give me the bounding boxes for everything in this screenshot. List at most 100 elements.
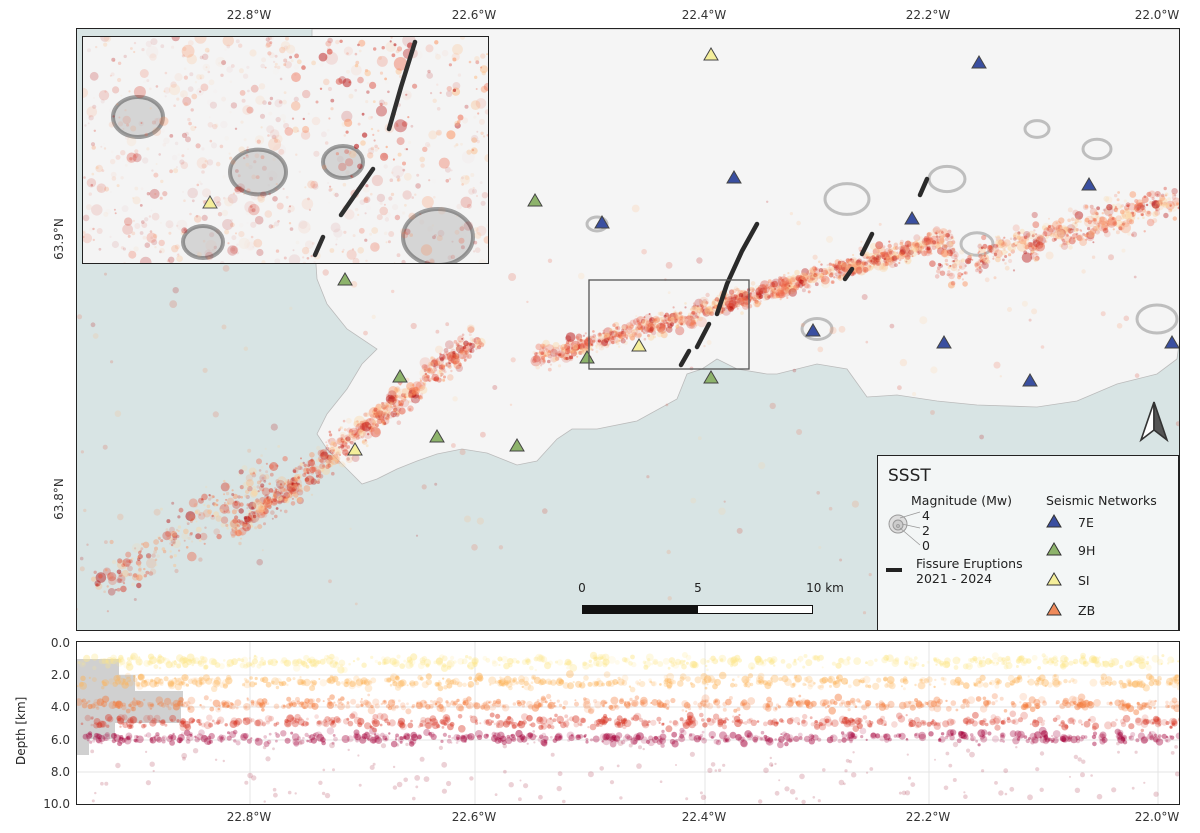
inset-earthquake-dot [196, 183, 200, 187]
earthquake-dot [984, 259, 989, 264]
earthquake-dot [636, 320, 640, 323]
depth-earthquake-dot [670, 662, 675, 668]
depth-earthquake-dot [799, 660, 802, 663]
earthquake-dot [613, 321, 620, 328]
earthquake-dot [1145, 210, 1152, 217]
earthquake-dot [538, 351, 542, 354]
inset-earthquake-dot [269, 129, 280, 139]
earthquake-dot [898, 261, 901, 265]
earthquake-dot [591, 343, 594, 347]
inset-earthquake-dot [302, 256, 305, 259]
inset-earthquake-dot [415, 183, 421, 189]
earthquake-dot [930, 366, 938, 374]
depth-earthquake-dot [410, 731, 418, 739]
earthquake-dot [1119, 209, 1125, 215]
terrain-shading [585, 119, 1179, 341]
earthquake-dot [290, 501, 296, 506]
inset-earthquake-dot [243, 157, 246, 160]
earthquake-dot [434, 360, 441, 367]
earthquake-dot [472, 338, 477, 343]
inset-earthquake-dot [239, 187, 245, 193]
earthquake-dot [793, 284, 800, 291]
inset-earthquake-dot [238, 231, 245, 238]
earthquake-dot [256, 485, 260, 489]
earthquake-dot [131, 543, 142, 553]
inset-earthquake-dot [149, 87, 152, 91]
depth-earthquake-dot [1165, 704, 1170, 709]
earthquake-dot [541, 344, 547, 349]
earthquake-dot [692, 302, 696, 305]
inset-earthquake-dot [403, 172, 412, 181]
inset-earthquake-dot [154, 117, 159, 122]
earthquake-dot [194, 509, 201, 515]
inset-earthquake-dot [155, 163, 158, 165]
depth-earthquake-dot [467, 664, 470, 668]
inset-earthquake-dot [247, 89, 250, 93]
earthquake-dot [629, 319, 636, 326]
earthquake-dot [131, 573, 140, 581]
earthquake-dot [390, 401, 394, 405]
earthquake-dot [156, 554, 160, 558]
depth-earthquake-dot [130, 706, 135, 712]
earthquake-dot [1121, 204, 1124, 208]
depth-earthquake-dot [797, 658, 799, 661]
inset-earthquake-dot [394, 119, 407, 133]
earthquake-dot [926, 247, 931, 251]
earthquake-dot [234, 527, 238, 530]
depth-section-panel[interactable] [76, 641, 1180, 805]
inset-map[interactable] [82, 36, 489, 264]
depth-earthquake-dot [529, 723, 532, 726]
earthquake-dot [748, 291, 757, 299]
earthquake-dot [423, 375, 430, 382]
inset-earthquake-dot [325, 51, 338, 65]
earthquake-dot [851, 500, 860, 508]
map-panel[interactable]: 0 5 10 km [76, 28, 1180, 631]
earthquake-dot [606, 344, 610, 347]
inset-earthquake-dot [239, 90, 246, 96]
earthquake-dot [475, 339, 478, 342]
depth-earthquake-dot [175, 679, 179, 683]
earthquake-dot [1083, 215, 1096, 228]
earthquake-dot [654, 324, 660, 329]
earthquake-dot [137, 563, 142, 568]
depth-earthquake-dot [465, 655, 469, 659]
inset-earthquake-dot [253, 160, 257, 164]
earthquake-dot [662, 319, 668, 324]
earthquake-dot [815, 268, 818, 271]
earthquake-dot [360, 435, 364, 439]
earthquake-dot [334, 447, 343, 456]
inset-earthquake-dot [238, 146, 245, 153]
depth-earthquake-dot [455, 741, 459, 744]
depth-earthquake-dot [375, 735, 379, 740]
inset-earthquake-dot [205, 251, 214, 261]
earthquake-dot [297, 489, 304, 496]
earthquake-dot [171, 532, 178, 539]
earthquake-dot [138, 551, 142, 555]
depth-earthquake-dot [250, 701, 255, 705]
depth-earthquake-dot [813, 682, 816, 685]
inset-earthquake-dot [274, 65, 277, 69]
inset-earthquake-dot [361, 132, 368, 138]
depth-earthquake-dot [188, 721, 192, 725]
inset-earthquake-dot [450, 169, 453, 172]
earthquake-dot [703, 311, 707, 316]
depth-earthquake-dot [317, 720, 323, 725]
earthquake-dot [510, 357, 516, 363]
earthquake-dot [153, 508, 161, 516]
earthquake-dot [941, 244, 948, 251]
depth-earthquake-dot [794, 674, 803, 683]
earthquake-dot [121, 563, 126, 568]
earthquake-dot [786, 286, 790, 290]
depth-earthquake-dot [1067, 717, 1074, 724]
earthquake-dot [759, 290, 764, 295]
earthquake-dot [926, 246, 931, 251]
earthquake-dot [238, 473, 241, 476]
inset-earthquake-dot [377, 147, 380, 150]
earthquake-dot [154, 558, 158, 562]
earthquake-dot [385, 404, 389, 408]
earthquake-dot [906, 240, 911, 244]
inset-earthquake-dot [289, 205, 291, 208]
earthquake-dot [591, 336, 594, 339]
inset-earthquake-dot [441, 49, 449, 57]
inset-earthquake-dot [268, 37, 272, 41]
